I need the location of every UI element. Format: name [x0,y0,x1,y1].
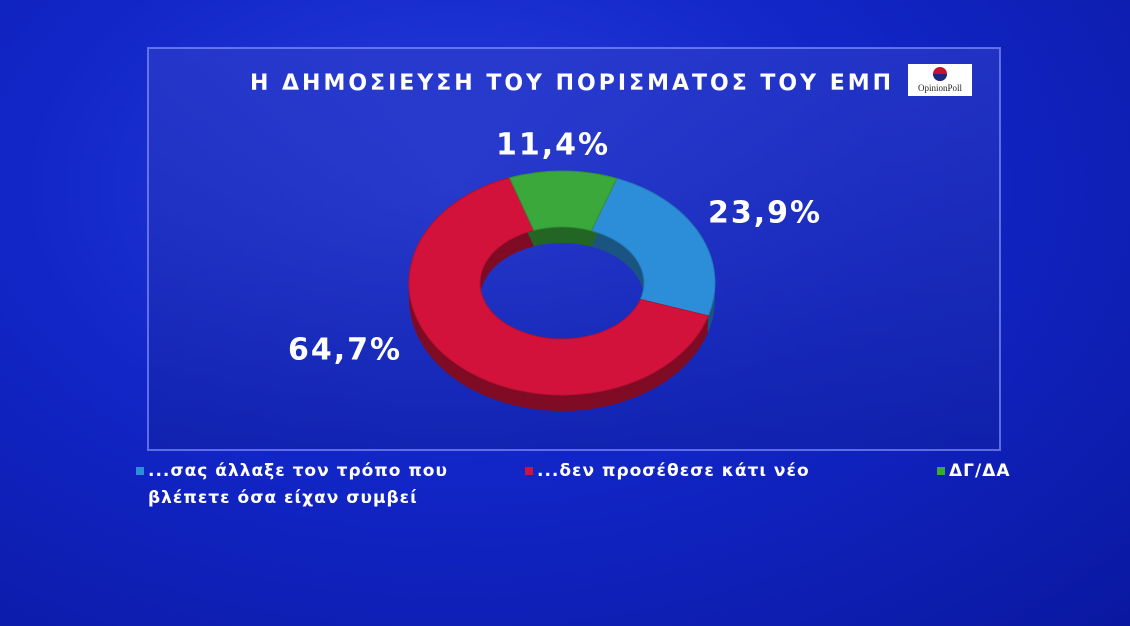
legend-item: ΔΓ/ΔΑ [937,458,1029,485]
data-label: 64,7% [288,333,402,368]
legend-swatch [136,467,144,475]
legend-label: ΔΓ/ΔΑ [949,461,1011,481]
legend-label: ...σας άλλαξε τον τρόπο που βλέπετε όσα … [148,461,448,508]
legend-swatch [937,467,945,475]
logo-icon [933,74,947,81]
logo-text: OpinionPoll [918,83,963,93]
slice [590,177,716,317]
legend-item: ...δεν προσέθεσε κάτι νέο [525,458,837,485]
legend-label: ...δεν προσέθεσε κάτι νέο [537,461,810,481]
slice [508,170,618,232]
data-label: 11,4% [496,128,610,163]
data-label: 23,9% [708,196,822,231]
slice [408,177,709,396]
legend-swatch [525,467,533,475]
chart-title: Η ΔΗΜΟΣΙΕΥΣΗ ΤΟΥ ΠΟΡΙΣΜΑΤΟΣ ΤΟΥ ΕΜΠ [250,71,894,96]
legend-item: ...σας άλλαξε τον τρόπο που βλέπετε όσα … [136,458,448,512]
